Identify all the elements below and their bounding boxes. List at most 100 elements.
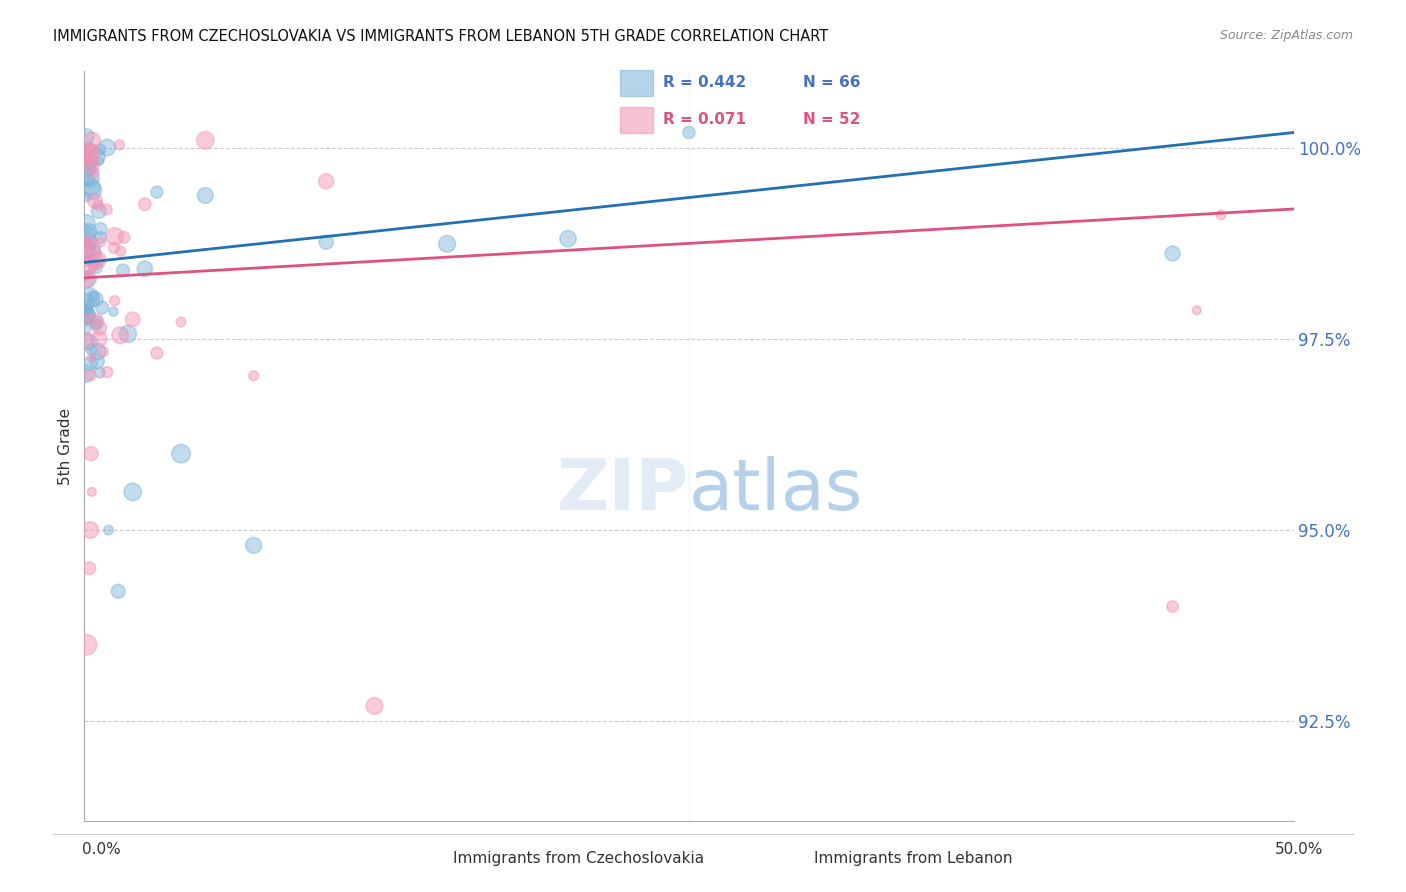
Point [82, 184, 104, 198]
Point [80, 152, 103, 166]
Point [75, 310, 97, 325]
Point [1161, 599, 1184, 614]
Point [678, 126, 700, 140]
Point [89, 366, 111, 380]
Point [97, 523, 120, 537]
Point [77, 272, 100, 286]
Point [112, 263, 135, 277]
Point [79, 561, 101, 575]
Point [80, 180, 103, 194]
Point [80, 351, 103, 365]
Point [242, 368, 264, 383]
Point [90, 230, 112, 244]
Point [83, 245, 105, 260]
Point [82, 258, 104, 272]
Point [76, 163, 98, 178]
Point [90, 221, 112, 235]
Text: IMMIGRANTS FROM CZECHOSLOVAKIA VS IMMIGRANTS FROM LEBANON 5TH GRADE CORRELATION : IMMIGRANTS FROM CZECHOSLOVAKIA VS IMMIGR… [53, 29, 828, 44]
Point [75, 301, 97, 315]
Point [76, 253, 98, 268]
Point [76, 638, 98, 652]
Point [79, 170, 101, 185]
Point [75, 272, 97, 286]
Point [79, 161, 101, 175]
Text: R = 0.071: R = 0.071 [662, 112, 745, 128]
Point [112, 230, 135, 244]
Point [121, 312, 143, 326]
Point [87, 203, 110, 218]
Point [75, 244, 97, 258]
Point [77, 312, 100, 326]
Text: Source: ZipAtlas.com: Source: ZipAtlas.com [1219, 29, 1353, 42]
Point [76, 294, 98, 309]
Point [80, 134, 103, 148]
Text: R = 0.442: R = 0.442 [662, 75, 747, 90]
Point [79, 523, 101, 537]
Point [108, 328, 131, 343]
Point [134, 197, 156, 211]
Point [73, 334, 96, 348]
Point [75, 153, 97, 167]
Point [77, 260, 100, 275]
Point [75, 268, 97, 283]
Point [73, 149, 96, 163]
Point [86, 150, 108, 164]
Point [75, 228, 97, 243]
Point [117, 326, 139, 341]
Point [146, 185, 169, 199]
Point [80, 447, 103, 461]
Text: N = 66: N = 66 [803, 75, 860, 90]
Point [77, 241, 100, 255]
Point [89, 143, 111, 157]
Point [107, 584, 129, 599]
Point [1209, 208, 1232, 222]
Point [170, 315, 193, 329]
Point [86, 316, 108, 330]
Point [91, 301, 114, 315]
Point [79, 154, 101, 169]
Point [73, 235, 96, 249]
Point [96, 140, 118, 154]
Point [87, 198, 110, 212]
Point [79, 368, 101, 383]
Point [77, 173, 100, 187]
Point [315, 235, 337, 249]
FancyBboxPatch shape [620, 107, 652, 133]
Point [91, 344, 114, 359]
Point [77, 147, 100, 161]
Point [73, 303, 96, 318]
Point [79, 357, 101, 371]
Point [89, 332, 111, 346]
Point [84, 318, 107, 332]
Point [86, 253, 108, 268]
Point [103, 304, 125, 318]
Point [194, 133, 217, 147]
Point [80, 158, 103, 172]
Point [77, 334, 100, 349]
Point [363, 698, 385, 713]
Text: Immigrants from Lebanon: Immigrants from Lebanon [814, 851, 1012, 865]
Point [103, 241, 125, 255]
Point [134, 261, 156, 276]
Point [77, 291, 100, 305]
Point [84, 292, 107, 306]
Point [80, 484, 103, 499]
Point [96, 202, 118, 217]
Point [79, 238, 101, 252]
Point [80, 143, 103, 157]
Point [89, 154, 111, 169]
Point [242, 538, 264, 552]
Point [121, 484, 143, 499]
Point [76, 308, 98, 322]
Text: atlas: atlas [689, 457, 863, 525]
Text: N = 52: N = 52 [803, 112, 860, 128]
Point [90, 235, 112, 249]
Point [96, 365, 118, 379]
Point [76, 216, 98, 230]
Point [84, 194, 107, 208]
Point [194, 188, 217, 202]
Point [76, 304, 98, 318]
Point [75, 247, 97, 261]
Point [82, 289, 104, 303]
Point [76, 190, 98, 204]
